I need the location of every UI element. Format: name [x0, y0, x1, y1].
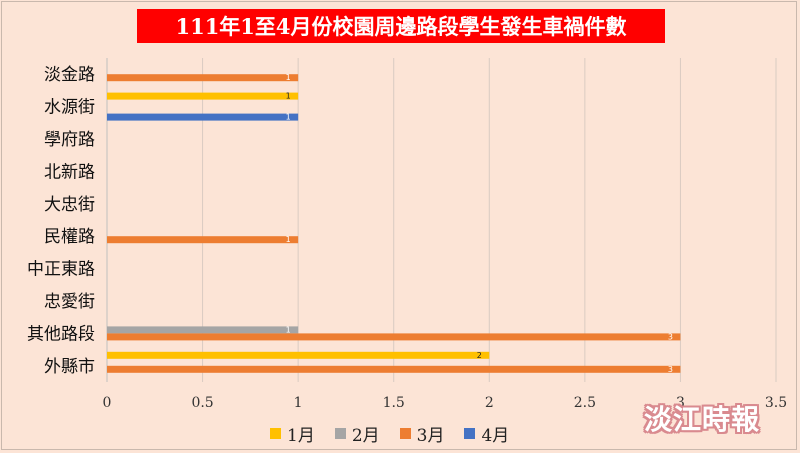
data-label: 1 [286, 325, 291, 334]
bar [107, 351, 490, 359]
legend-item: 2月 [334, 421, 380, 446]
x-tick-label: 1.5 [383, 395, 405, 411]
category-label: 北新路 [44, 162, 95, 182]
x-tick-label: 0.5 [191, 395, 213, 411]
data-label: 3 [668, 332, 673, 341]
category-label: 忠愛街 [44, 292, 95, 312]
legend-swatch [334, 427, 346, 439]
legend-label: 4月 [481, 425, 510, 446]
legend-swatch [399, 427, 411, 439]
bar [107, 113, 299, 121]
legend-item: 3月 [399, 421, 445, 446]
bar [107, 74, 299, 82]
bar [107, 333, 681, 341]
legend-swatch [270, 427, 281, 439]
data-label: 2 [477, 351, 482, 360]
category-label: 大忠街 [44, 195, 95, 215]
data-label: 1 [286, 92, 291, 101]
x-tick-label: 1 [294, 395, 303, 411]
x-tick-label: 2.5 [574, 395, 596, 411]
watermark-logo: 淡江時報 [644, 403, 761, 436]
data-label: 1 [286, 113, 291, 122]
legend-swatch [464, 427, 476, 439]
legend-item: 4月 [464, 421, 509, 446]
x-tick-label: 3.5 [765, 395, 787, 411]
category-label: 學府路 [44, 130, 95, 150]
x-tick-label: 0 [103, 395, 112, 411]
category-label: 其他路段 [27, 324, 95, 344]
x-tick-label: 3 [676, 395, 685, 411]
category-label: 外縣市 [44, 357, 95, 377]
legend: 1月 2月 3月 4月 [270, 420, 509, 446]
bar [107, 365, 681, 373]
chart-title: 111年1至4月份校園周邊路段學生發生車禍件數 [137, 9, 665, 43]
legend-label: 1月 [287, 425, 315, 446]
x-tick-label: 2 [485, 395, 494, 411]
legend-item: 1月 [270, 421, 315, 446]
category-label: 淡金路 [44, 65, 95, 85]
chart-title-text: 111年1至4月份校園周邊路段學生發生車禍件數 [175, 14, 627, 39]
data-label: 3 [668, 365, 673, 374]
data-label: 1 [286, 73, 291, 82]
bar [107, 236, 299, 244]
bar [107, 92, 299, 100]
legend-label: 3月 [416, 425, 445, 446]
legend-label: 2月 [351, 425, 380, 446]
data-label: 1 [286, 235, 291, 244]
category-label: 民權路 [44, 227, 95, 247]
category-label: 中正東路 [27, 260, 95, 280]
category-label: 水源街 [44, 98, 95, 118]
bar [107, 326, 299, 334]
